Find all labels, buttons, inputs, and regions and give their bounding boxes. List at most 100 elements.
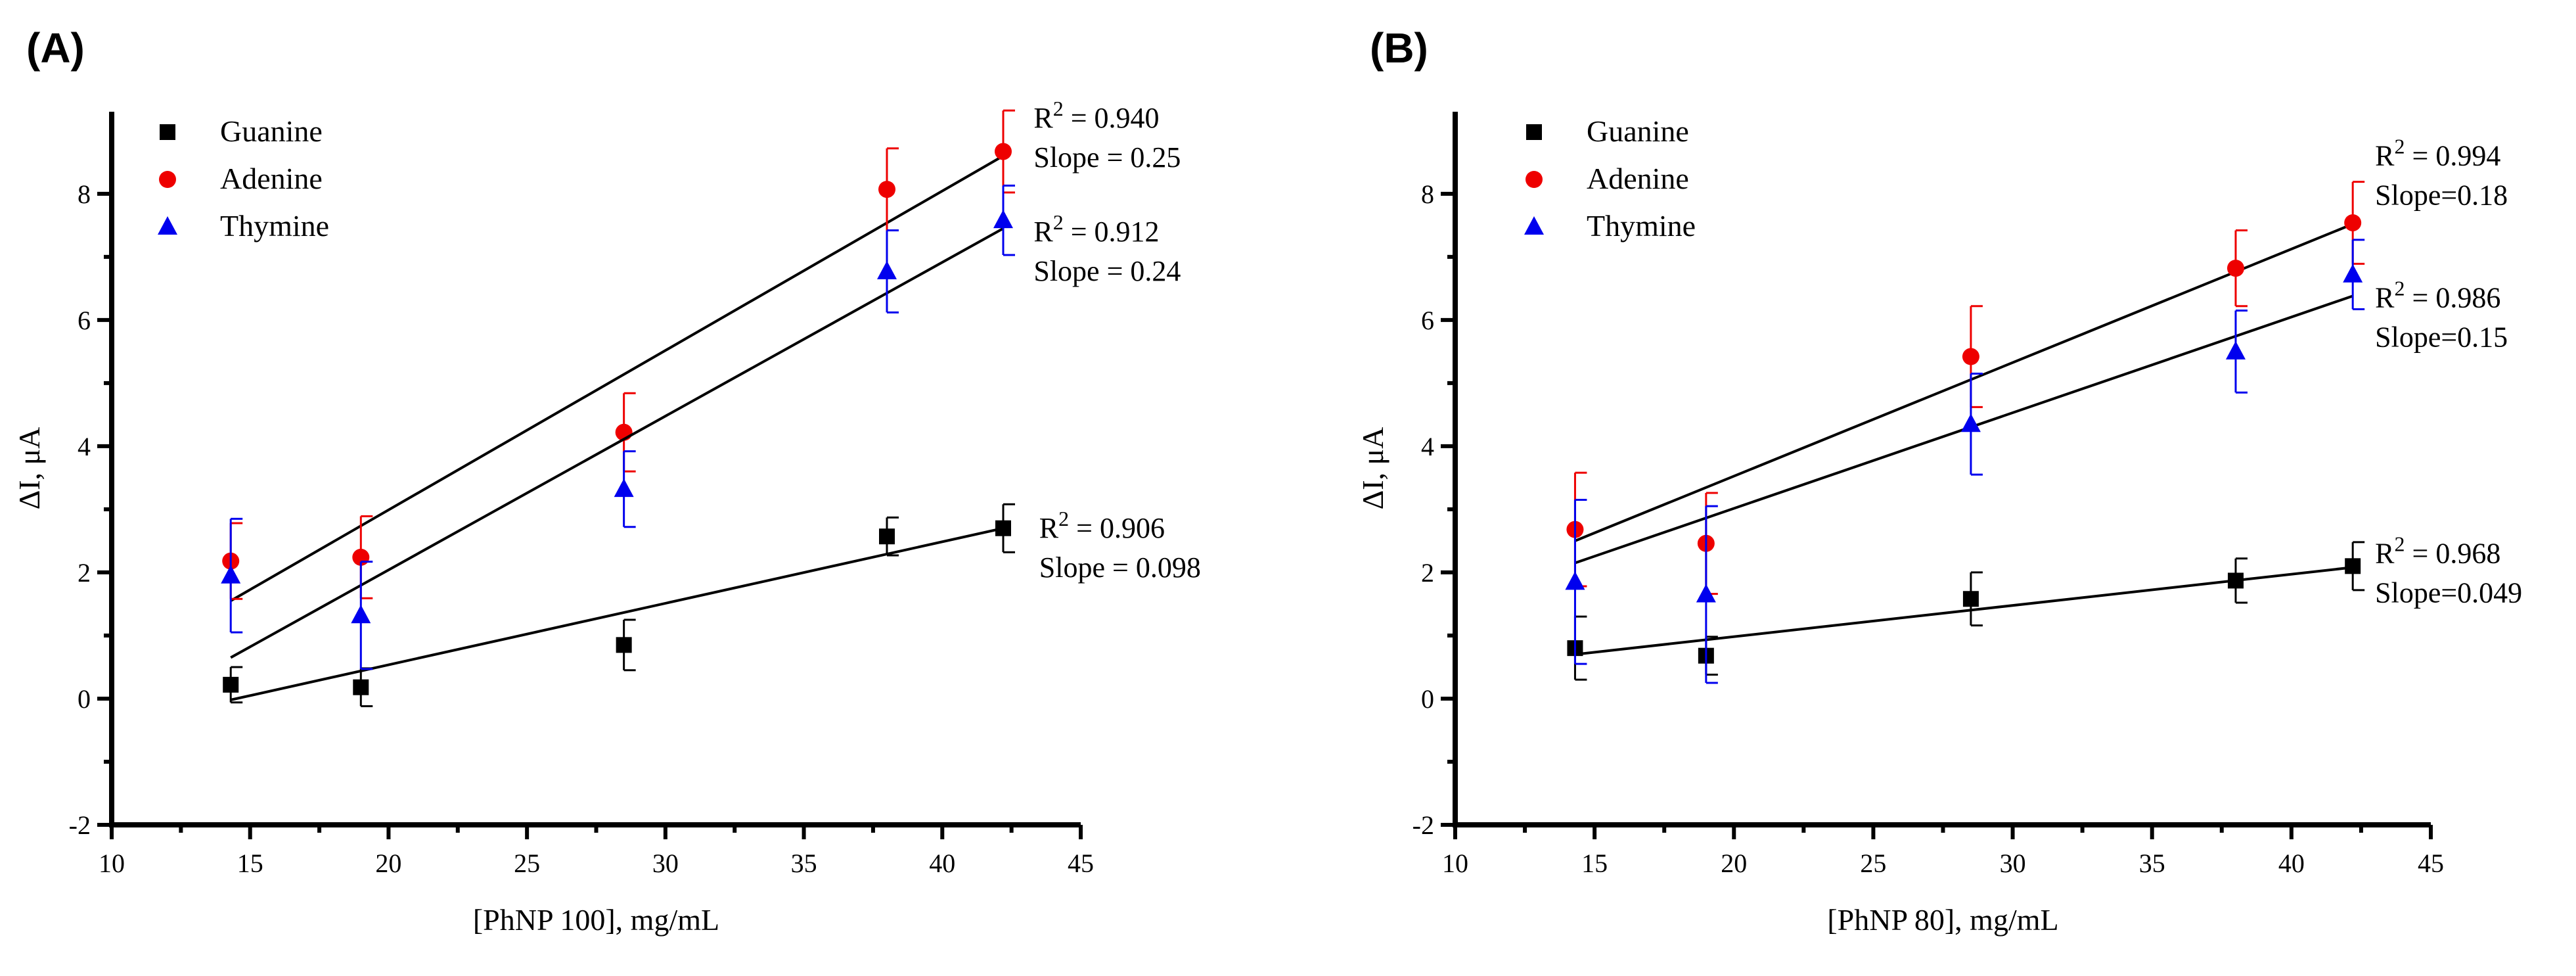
panel-label: (B) — [1370, 24, 1428, 72]
y-axis-title: ΔI, μA — [1356, 427, 1390, 510]
legend-label-guanine: Guanine — [1587, 114, 1689, 148]
r2-value: = 0.968 — [2405, 538, 2501, 570]
fit-line — [230, 227, 1004, 659]
x-tick-label: 45 — [1068, 848, 1094, 878]
series-guanine: R2 = 0.906 Slope = 0.098 — [223, 503, 1201, 707]
data-point — [995, 143, 1012, 160]
r2-annotation: R2 = 0.906 — [1039, 507, 1165, 544]
r2-annotation: R2 = 0.912 — [1033, 210, 1159, 248]
x-tick-label: 15 — [1581, 848, 1608, 878]
data-point — [993, 210, 1013, 229]
data-point — [2228, 572, 2244, 589]
x-tick-label: 40 — [929, 848, 955, 878]
data-point — [2344, 214, 2362, 231]
r2-symbol: R — [2375, 282, 2395, 314]
r2-symbol: R — [2375, 538, 2395, 570]
r2-annotation: R2 = 0.994 — [2375, 135, 2500, 172]
legend-label-thymine: Thymine — [220, 209, 329, 243]
r2-symbol: R — [1039, 512, 1059, 544]
r2-superscript: 2 — [2395, 135, 2405, 158]
x-tick-label: 10 — [1442, 848, 1468, 878]
r2-value: = 0.906 — [1069, 512, 1165, 544]
data-point — [353, 679, 369, 695]
r2-value: = 0.994 — [2405, 140, 2501, 172]
r2-value: = 0.940 — [1064, 102, 1160, 134]
r2-annotation: R2 = 0.940 — [1033, 97, 1159, 134]
x-tick-label: 40 — [2278, 848, 2305, 878]
slope-annotation: Slope=0.049 — [2375, 577, 2522, 609]
x-axis-title: [PhNP 100], mg/mL — [473, 903, 719, 937]
y-tick-label: -2 — [1412, 810, 1434, 840]
fit-line — [1574, 223, 2353, 542]
data-point — [2343, 264, 2363, 283]
data-point — [1960, 413, 1981, 432]
x-tick-label: 35 — [791, 848, 817, 878]
legend-marker-guanine — [1526, 124, 1542, 140]
legend-label-adenine: Adenine — [220, 162, 323, 195]
x-tick-label: 30 — [2000, 848, 2026, 878]
data-point — [223, 676, 239, 693]
legend-marker-thymine — [1524, 216, 1544, 235]
r2-superscript: 2 — [2395, 277, 2405, 300]
y-tick-label: 2 — [1421, 558, 1434, 588]
slope-annotation: Slope=0.15 — [2375, 321, 2508, 354]
data-point — [1962, 591, 1979, 607]
slope-annotation: Slope = 0.25 — [1033, 141, 1181, 174]
data-point — [614, 478, 634, 498]
slope-annotation: Slope = 0.24 — [1033, 255, 1181, 287]
legend-label-adenine: Adenine — [1587, 162, 1689, 195]
fit-line — [230, 526, 1004, 701]
slope-annotation: Slope = 0.098 — [1039, 551, 1201, 584]
x-tick-label: 20 — [1721, 848, 1747, 878]
y-tick-label: 4 — [1421, 432, 1434, 461]
y-tick-label: 8 — [78, 179, 91, 209]
r2-superscript: 2 — [1053, 97, 1064, 120]
series-guanine: R2 = 0.968 Slope=0.049 — [1567, 532, 2522, 681]
r2-value: = 0.912 — [1064, 216, 1160, 248]
y-tick-label: 0 — [78, 684, 91, 714]
data-point — [878, 181, 895, 198]
y-axis-title: ΔI, μA — [12, 427, 46, 510]
legend-marker-adenine — [159, 171, 176, 188]
x-tick-label: 45 — [2418, 848, 2444, 878]
x-tick-label: 25 — [514, 848, 540, 878]
data-point — [1565, 571, 1585, 590]
legend-label-thymine: Thymine — [1587, 209, 1696, 243]
y-tick-label: 8 — [1421, 179, 1434, 209]
legend-marker-adenine — [1525, 171, 1543, 188]
y-tick-label: 6 — [1421, 306, 1434, 335]
y-tick-label: 0 — [1421, 684, 1434, 714]
y-tick-label: 4 — [78, 432, 91, 461]
data-point — [351, 605, 371, 624]
legend-marker-thymine — [158, 216, 177, 235]
panel-label: (A) — [26, 24, 85, 72]
x-tick-label: 10 — [99, 848, 125, 878]
r2-symbol: R — [1033, 216, 1053, 248]
data-point — [2227, 260, 2244, 277]
data-point — [995, 520, 1011, 536]
data-point — [2345, 558, 2361, 574]
slope-annotation: Slope=0.18 — [2375, 179, 2508, 212]
series-thymine: R2 = 0.986 Slope=0.15 — [1565, 239, 2508, 684]
panel-b: (B) 10 15 20 25 30 35 40 45 -2 0 2 4 6 8 [PhNP 80], mg/… — [1356, 24, 2522, 937]
r2-superscript: 2 — [1058, 507, 1069, 530]
x-tick-label: 30 — [652, 848, 679, 878]
r2-symbol: R — [2375, 140, 2395, 172]
data-point — [1962, 348, 1979, 365]
x-axis-title: [PhNP 80], mg/mL — [1827, 903, 2058, 937]
r2-annotation: R2 = 0.968 — [2375, 532, 2500, 570]
data-point — [879, 528, 895, 545]
x-tick-label: 35 — [2139, 848, 2165, 878]
panel-a: (A) 10 15 20 25 30 35 40 45 -2 0 2 4 6 8 [PhNP 100], mg… — [12, 24, 1201, 937]
x-tick-label: 25 — [1860, 848, 1886, 878]
data-point — [877, 260, 897, 279]
data-point — [2226, 340, 2246, 360]
r2-annotation: R2 = 0.986 — [2375, 277, 2500, 314]
legend-label-guanine: Guanine — [220, 114, 323, 148]
legend-marker-guanine — [160, 124, 175, 140]
r2-superscript: 2 — [2395, 532, 2405, 556]
